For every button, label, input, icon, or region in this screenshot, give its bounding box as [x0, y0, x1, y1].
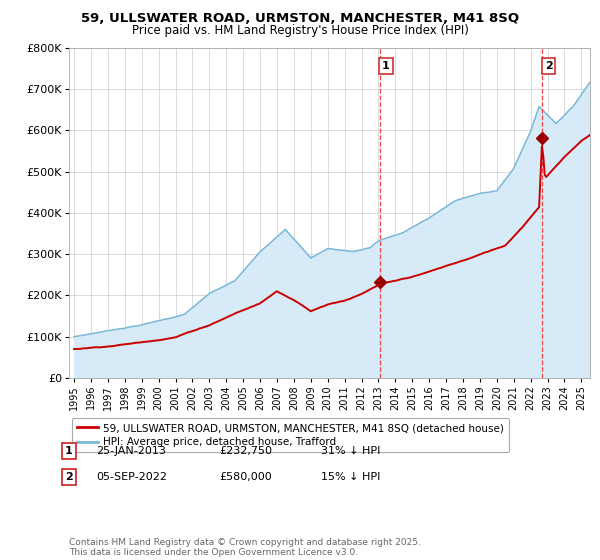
Text: Contains HM Land Registry data © Crown copyright and database right 2025.
This d: Contains HM Land Registry data © Crown c… [69, 538, 421, 557]
Text: 2: 2 [545, 61, 553, 71]
Text: £580,000: £580,000 [219, 472, 272, 482]
Text: 15% ↓ HPI: 15% ↓ HPI [321, 472, 380, 482]
Text: £232,750: £232,750 [219, 446, 272, 456]
Text: 05-SEP-2022: 05-SEP-2022 [96, 472, 167, 482]
Text: 25-JAN-2013: 25-JAN-2013 [96, 446, 166, 456]
Text: 31% ↓ HPI: 31% ↓ HPI [321, 446, 380, 456]
Legend: 59, ULLSWATER ROAD, URMSTON, MANCHESTER, M41 8SQ (detached house), HPI: Average : 59, ULLSWATER ROAD, URMSTON, MANCHESTER,… [71, 418, 509, 452]
Text: 1: 1 [382, 61, 390, 71]
Text: Price paid vs. HM Land Registry's House Price Index (HPI): Price paid vs. HM Land Registry's House … [131, 24, 469, 37]
Text: 1: 1 [65, 446, 73, 456]
Text: 2: 2 [65, 472, 73, 482]
Text: 59, ULLSWATER ROAD, URMSTON, MANCHESTER, M41 8SQ: 59, ULLSWATER ROAD, URMSTON, MANCHESTER,… [81, 12, 519, 25]
